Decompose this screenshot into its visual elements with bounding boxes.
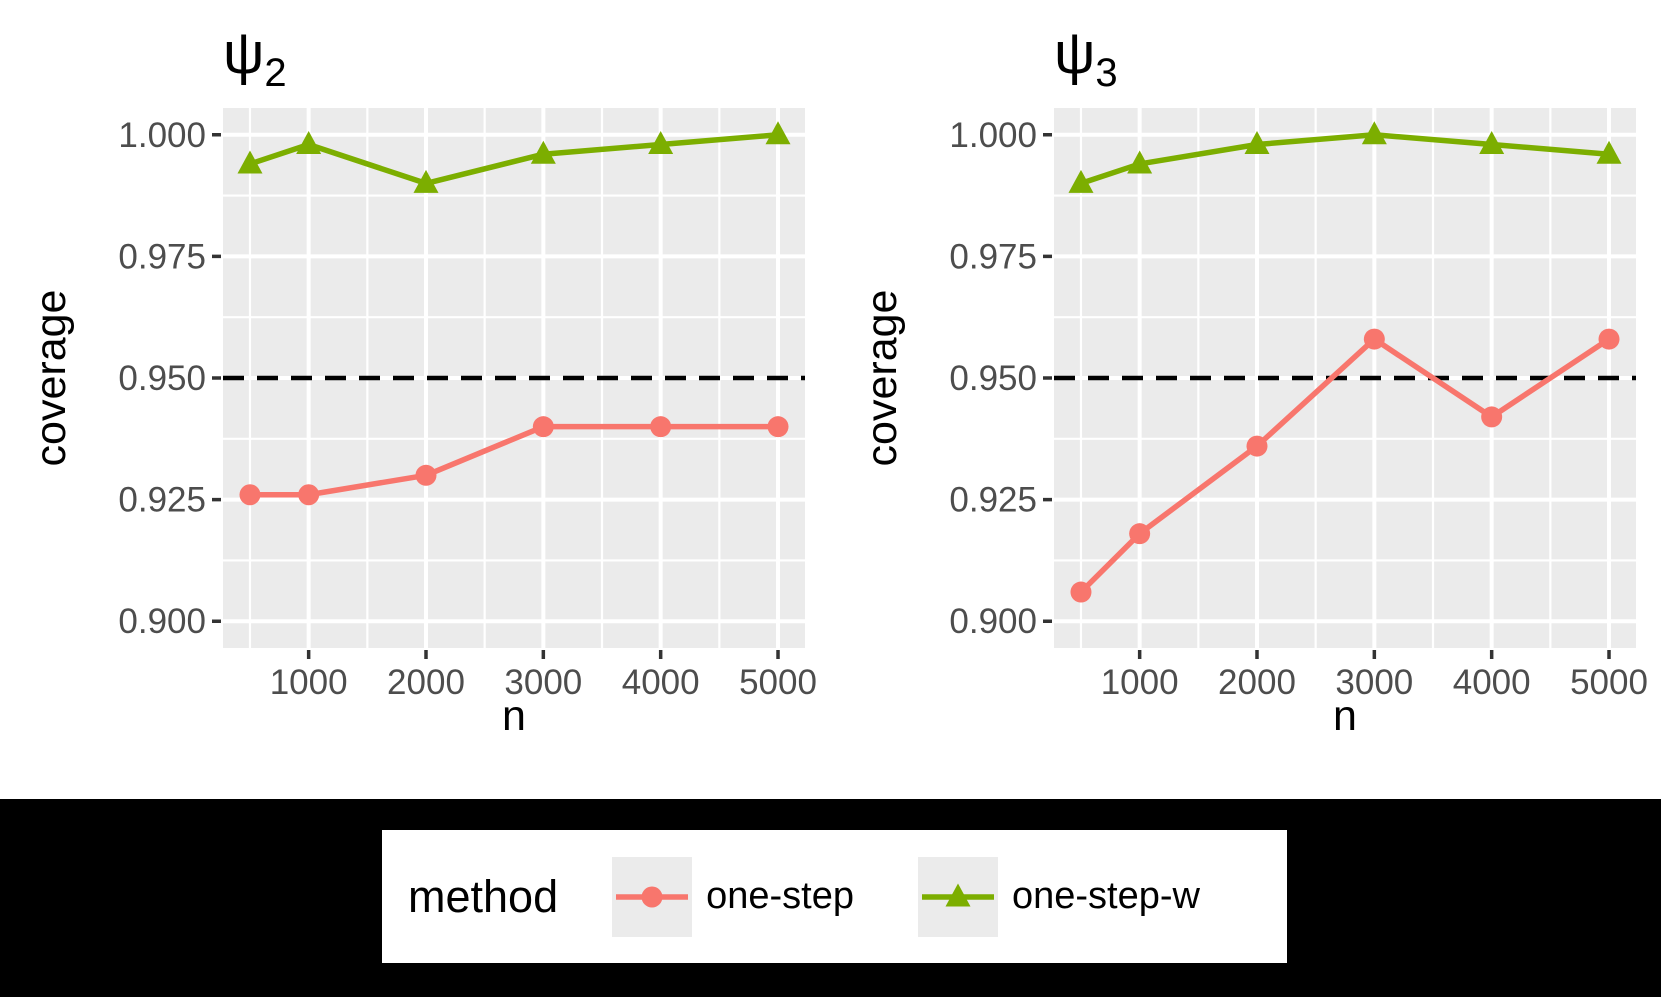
legend-key-marker <box>641 886 663 907</box>
legend-label-one-step: one-step <box>706 875 854 917</box>
legend-key-one-step <box>612 856 693 937</box>
data-point-one-step <box>415 464 437 486</box>
legend-key-marker <box>945 883 971 906</box>
x-axis-title: n <box>1333 692 1357 740</box>
legend-label-one-step-w: one-step-w <box>1012 875 1200 917</box>
data-point-one-step-w <box>237 150 263 174</box>
psi-symbol: ψ <box>1054 21 1096 86</box>
data-point-one-step-w <box>1068 169 1094 193</box>
plot-title-psi2: ψ2 <box>223 22 287 105</box>
data-point-one-step <box>767 416 789 438</box>
one-step-marker-icon <box>616 886 689 907</box>
y-tick-label: 0.950 <box>118 359 206 398</box>
data-point-one-step-w <box>1596 140 1622 164</box>
data-point-one-step <box>239 484 261 506</box>
data-point-one-step <box>1363 328 1385 350</box>
x-tick-label: 5000 <box>739 663 817 702</box>
data-point-one-step-w <box>296 130 322 154</box>
y-axis-title: coverage <box>27 290 75 467</box>
y-axis-title: coverage <box>858 290 906 467</box>
series-line-one-step-w <box>247 132 781 187</box>
x-tick-label: 1000 <box>270 663 348 702</box>
y-tick-label: 0.900 <box>949 602 1037 641</box>
data-point-one-step-w <box>1479 130 1505 154</box>
data-point-one-step <box>1246 435 1268 457</box>
x-axis-title: n <box>502 692 526 740</box>
plot-title-psi3: ψ3 <box>1054 22 1118 105</box>
y-tick-label: 0.975 <box>118 237 206 276</box>
data-point-one-step <box>1129 523 1151 545</box>
legend: method one-step one-step-w <box>382 830 1287 963</box>
data-point-one-step <box>298 484 320 506</box>
data-point-one-step-w <box>413 169 439 193</box>
data-point-one-step-w <box>530 140 556 164</box>
psi-subscript: 2 <box>264 51 287 95</box>
series-line-one-step <box>1078 336 1612 595</box>
coverage-plot-psi3: 1.000 0.975 0.950 0.925 0.900 1000 2000 3000 400… <box>858 108 1648 740</box>
data-point-one-step-w <box>1127 150 1153 174</box>
x-tick-label: 4000 <box>1453 663 1531 702</box>
y-tick-label: 1.000 <box>118 116 206 155</box>
data-point-one-step-w <box>648 130 674 154</box>
y-tick-label: 0.925 <box>118 481 206 520</box>
x-tick-label: 3000 <box>1335 663 1413 702</box>
psi-subscript: 3 <box>1095 51 1118 95</box>
data-point-one-step-w <box>1361 121 1387 145</box>
coverage-plot-psi2: 1.000 0.975 0.950 0.925 0.900 1000 2000 3000 400… <box>27 108 817 740</box>
y-tick-label: 0.975 <box>949 237 1037 276</box>
data-point-one-step <box>1070 581 1092 603</box>
data-point-one-step <box>532 416 554 438</box>
data-point-one-step <box>1481 406 1503 428</box>
x-tick-label: 2000 <box>387 663 465 702</box>
footer-strip: method one-step one-step-w <box>0 799 1661 997</box>
x-tick-label: 1000 <box>1101 663 1179 702</box>
legend-title: method <box>408 870 559 922</box>
y-tick-label: 0.925 <box>949 481 1037 520</box>
x-tick-label: 5000 <box>1570 663 1648 702</box>
y-tick-label: 0.950 <box>949 359 1037 398</box>
data-point-one-step-w <box>1244 130 1270 154</box>
data-point-one-step <box>650 416 672 438</box>
x-tick-label: 4000 <box>622 663 700 702</box>
x-tick-label: 3000 <box>504 663 582 702</box>
data-point-one-step <box>1598 328 1620 350</box>
one-step-w-marker-icon <box>922 883 994 906</box>
legend-key-one-step-w <box>918 856 998 937</box>
x-tick-label: 2000 <box>1218 663 1296 702</box>
y-tick-label: 0.900 <box>118 602 206 641</box>
y-tick-label: 1.000 <box>949 116 1037 155</box>
series-line-one-step-w <box>1078 132 1612 187</box>
psi-symbol: ψ <box>223 21 265 86</box>
data-point-one-step-w <box>765 121 791 145</box>
